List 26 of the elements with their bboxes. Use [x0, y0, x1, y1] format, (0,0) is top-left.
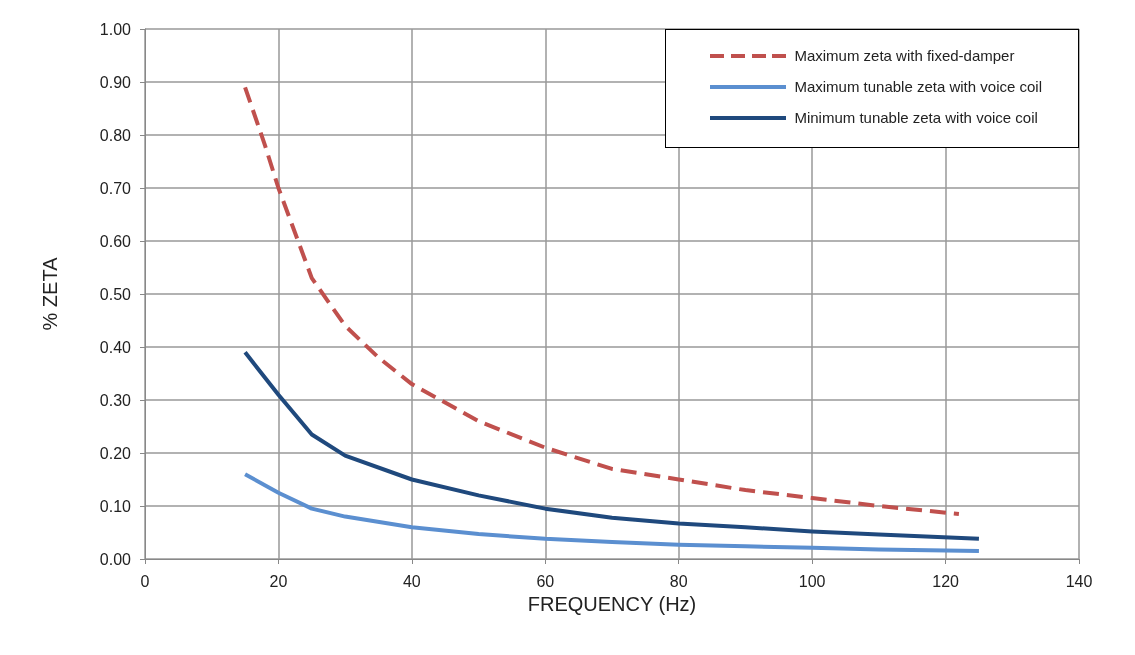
y-tick-label: 1.00 — [99, 20, 132, 38]
x-tick-label: 60 — [536, 572, 555, 590]
y-tick-label: 0.00 — [99, 550, 132, 568]
x-tick-label: 40 — [402, 572, 421, 590]
line-series — [243, 350, 981, 541]
y-tick-label: 0.70 — [99, 179, 132, 197]
x-tick-label: 80 — [669, 572, 688, 590]
legend-label: Minimum tunable zeta with voice coil — [794, 109, 1038, 126]
x-tick-label: 120 — [932, 572, 960, 590]
y-tick-label: 0.50 — [99, 285, 132, 303]
line-series — [243, 472, 981, 554]
y-axis-title: % ZETA — [39, 256, 61, 331]
x-tick-label: 20 — [269, 572, 288, 590]
y-tick-label: 0.90 — [99, 73, 132, 91]
x-tick-label: 0 — [140, 572, 150, 590]
y-tick-label: 0.30 — [99, 391, 132, 409]
y-tick-label: 0.40 — [99, 338, 132, 356]
legend-label: Maximum zeta with fixed-damper — [794, 47, 1015, 64]
y-tick-label: 0.80 — [99, 126, 132, 144]
x-tick-label: 100 — [798, 572, 826, 590]
x-axis-title: FREQUENCY (Hz) — [527, 592, 697, 615]
y-tick-label: 0.20 — [99, 444, 132, 462]
legend-label: Maximum tunable zeta with voice coil — [794, 78, 1042, 95]
y-tick-label: 0.10 — [99, 497, 132, 515]
x-tick-label: 140 — [1065, 572, 1093, 590]
y-tick-label: 0.60 — [99, 232, 132, 250]
